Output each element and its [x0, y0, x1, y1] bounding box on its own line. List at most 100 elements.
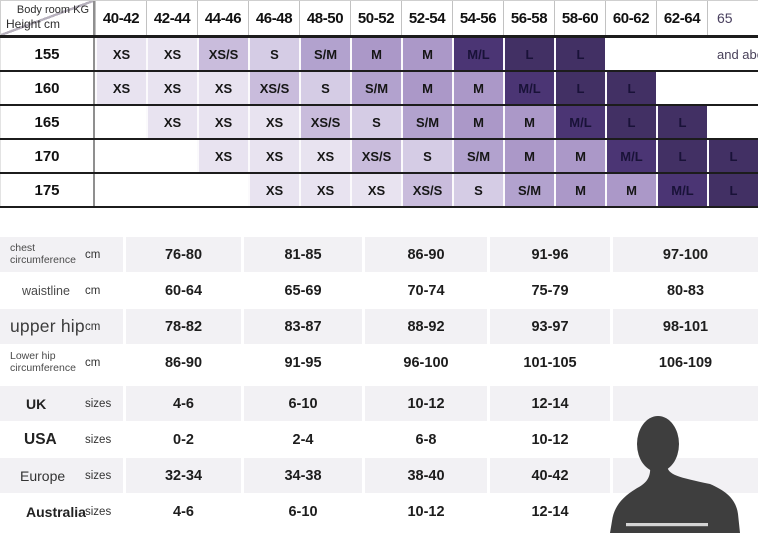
weight-column-header: 40-42	[95, 1, 146, 35]
measurement-value: 80-83	[610, 273, 758, 308]
size-cell: XS/S	[197, 38, 248, 70]
size-cell: L	[707, 140, 758, 172]
weight-column-header: 52-54	[401, 1, 452, 35]
size-cell: S/M	[452, 140, 503, 172]
measurement-value: 2-4	[241, 422, 362, 457]
weight-column-header: 65	[707, 1, 758, 35]
measurement-value: 106-109	[610, 345, 758, 380]
measurement-value: 34-38	[241, 458, 362, 493]
measurement-value: 10-12	[362, 494, 487, 529]
size-cell: XS	[95, 38, 146, 70]
size-cell: M	[350, 38, 401, 70]
unit-label: sizes	[85, 433, 112, 446]
size-cell: XS	[248, 140, 299, 172]
measurement-value: 88-92	[362, 309, 487, 344]
size-cell: XS	[146, 106, 197, 138]
measurement-value	[610, 422, 758, 457]
height-row-label: 170	[0, 140, 95, 172]
size-cell: M	[503, 140, 554, 172]
size-cell: M/L	[554, 106, 605, 138]
sizes-row: USA sizes 0-2 2-4 6-8 10-12	[0, 422, 758, 457]
empty-size-cell	[707, 106, 758, 138]
empty-size-cell	[95, 106, 146, 138]
size-cell: S	[401, 140, 452, 172]
sizes-row: Europe sizes 32-34 34-38 38-40 40-42	[0, 458, 758, 493]
row-label: upper hip	[10, 316, 85, 336]
size-cell: XS/S	[299, 106, 350, 138]
measurement-value: 4-6	[123, 386, 241, 421]
height-row-label: 155	[0, 38, 95, 70]
measurement-value: 10-12	[487, 422, 610, 457]
size-cell: S/M	[503, 174, 554, 206]
measurement-value: 83-87	[241, 309, 362, 344]
empty-size-cell	[146, 140, 197, 172]
measurement-value: 86-90	[123, 345, 241, 380]
empty-size-cell	[605, 38, 656, 70]
size-cell: M	[452, 72, 503, 104]
size-cell: L	[503, 38, 554, 70]
measurement-value: 65-69	[241, 273, 362, 308]
sizes-row: UK sizes 4-6 6-10 10-12 12-14	[0, 386, 758, 421]
measurement-row: chest circumference cm 76-80 81-85 86-90 91-9…	[0, 237, 758, 272]
size-cell: M/L	[605, 140, 656, 172]
measurement-value: 93-97	[487, 309, 610, 344]
size-cell: XS	[299, 174, 350, 206]
size-matrix-row: 160 XS XS XS XS/S S S/M M M M/L L L	[0, 72, 758, 106]
size-cell: S/M	[401, 106, 452, 138]
row-label: Europe	[20, 467, 66, 484]
size-cell: XS	[299, 140, 350, 172]
size-cell: S/M	[350, 72, 401, 104]
empty-size-cell	[656, 38, 707, 70]
international-sizes-section: UK sizes 4-6 6-10 10-12 12-14 USA sizes 0-2 2-4 6-…	[0, 386, 758, 529]
empty-size-cell	[656, 72, 707, 104]
empty-size-cell	[95, 174, 146, 206]
unit-label: cm	[85, 320, 101, 333]
size-cell: XS	[248, 106, 299, 138]
measurement-value: 75-79	[487, 273, 610, 308]
weight-column-header: 48-50	[299, 1, 350, 35]
size-cell: XS	[350, 174, 401, 206]
measurement-row: Lower hip circumference cm 86-90 91-95 96-10…	[0, 345, 758, 380]
unit-label: cm	[85, 248, 101, 261]
measurement-value: 86-90	[362, 237, 487, 272]
row-label: Australia	[26, 503, 86, 520]
empty-size-cell	[146, 174, 197, 206]
measurement-value: 81-85	[241, 237, 362, 272]
size-cell: M	[554, 140, 605, 172]
weight-column-header: 58-60	[554, 1, 605, 35]
size-cell: M	[503, 106, 554, 138]
measurement-tables: chest circumference cm 76-80 81-85 86-90 91-9…	[0, 237, 758, 530]
measurement-value: 38-40	[362, 458, 487, 493]
measurement-value: 91-96	[487, 237, 610, 272]
measurement-value: 6-10	[241, 386, 362, 421]
height-row-label: 165	[0, 106, 95, 138]
measurement-row: waistline cm 60-64 65-69 70-74 75-79 80-83	[0, 273, 758, 308]
unit-label: sizes	[85, 505, 112, 518]
size-matrix-row: 165 XS XS XS XS/S S S/M M M M/L L L	[0, 106, 758, 140]
measurement-value	[610, 458, 758, 493]
size-cell: M/L	[452, 38, 503, 70]
measurement-value: 96-100	[362, 345, 487, 380]
measurement-value: 0-2	[123, 422, 241, 457]
weight-column-note: and above	[707, 38, 758, 70]
measurement-value: 97-100	[610, 237, 758, 272]
measurement-value: 70-74	[362, 273, 487, 308]
weight-column-header: 60-62	[605, 1, 656, 35]
weight-column-header: 46-48	[248, 1, 299, 35]
size-cell: S	[248, 38, 299, 70]
size-cell: M	[401, 72, 452, 104]
unit-label: cm	[85, 284, 101, 297]
measurement-value: 91-95	[241, 345, 362, 380]
weight-column-header: 56-58	[503, 1, 554, 35]
measurement-value: 32-34	[123, 458, 241, 493]
size-cell: M	[605, 174, 656, 206]
size-cell: XS	[95, 72, 146, 104]
size-cell: XS	[146, 38, 197, 70]
row-label: USA	[24, 430, 57, 448]
size-cell: M/L	[656, 174, 707, 206]
measurement-value: 40-42	[487, 458, 610, 493]
empty-size-cell	[197, 174, 248, 206]
